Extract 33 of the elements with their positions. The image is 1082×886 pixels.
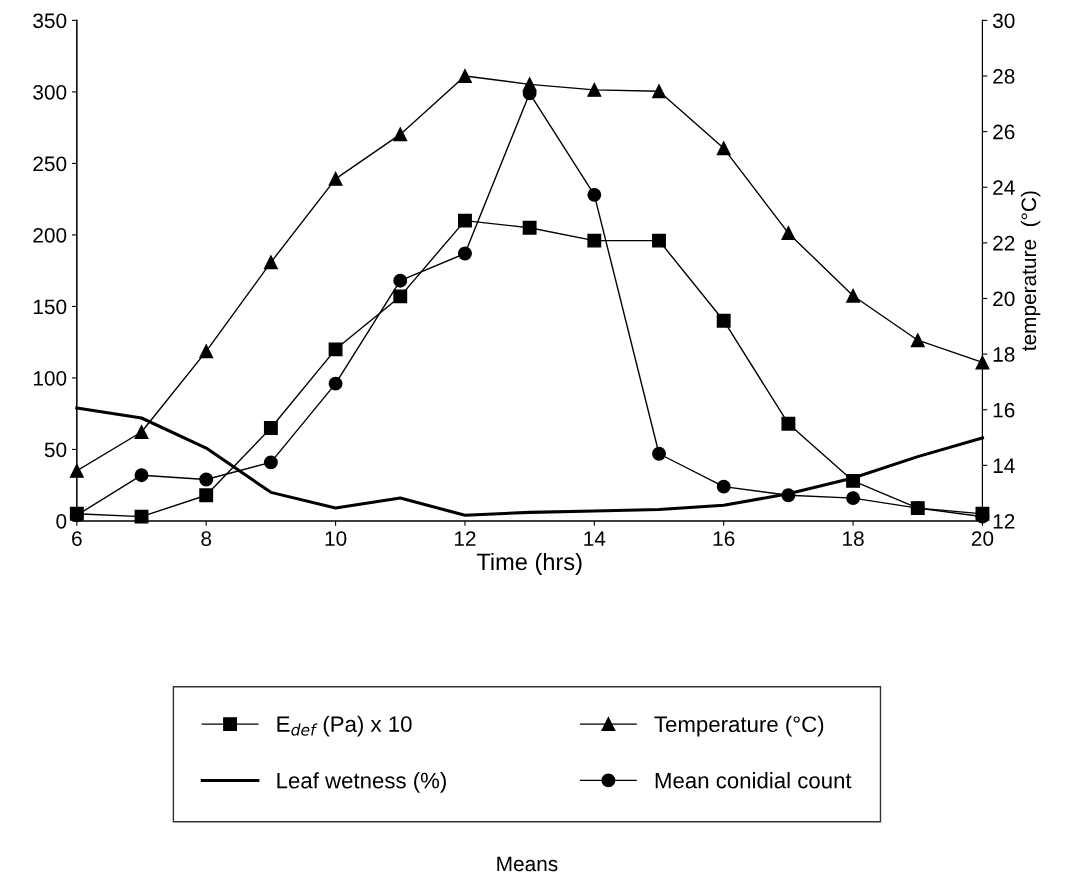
x-tick-label: 18 xyxy=(843,531,864,546)
y2-tick-label: 24 xyxy=(993,180,1015,195)
text: Means xyxy=(497,856,558,872)
y2-tick-label: 30 xyxy=(992,13,1015,29)
x-tick-label: 10 xyxy=(325,531,347,546)
x-tick-label: 20 xyxy=(971,531,994,546)
x-tick-label: 12 xyxy=(454,531,476,546)
y2-axis-title: temperature (°C) xyxy=(1020,191,1041,351)
y2-tick-label: 28 xyxy=(993,69,1015,84)
y-tick-label: 350 xyxy=(33,13,67,29)
legend-label: Mean conidial count xyxy=(655,772,852,789)
y-tick-label: 200 xyxy=(33,227,67,243)
y-tick-label: 250 xyxy=(33,156,67,172)
y2-tick-label: 22 xyxy=(993,235,1015,251)
legend-label: Temperature (°C) xyxy=(654,715,824,737)
x-tick-label: 6 xyxy=(72,531,82,546)
y-tick-label: 150 xyxy=(33,299,67,315)
y2-tick-label: 26 xyxy=(993,124,1015,140)
legend-label: E$_{def}$ (Pa) x 10 xyxy=(277,715,412,737)
y-tick-label: 50 xyxy=(44,442,67,458)
x-tick-label: 14 xyxy=(584,531,606,546)
y2-tick-label: 14 xyxy=(993,458,1015,473)
y-tick-label: 0 xyxy=(56,513,67,529)
x-tick-label: 16 xyxy=(713,531,735,546)
y-tick-label: 300 xyxy=(33,84,67,100)
x-axis-title: Time (hrs) xyxy=(476,552,582,575)
legend-label: Leaf wetness (%) xyxy=(277,772,446,793)
y-tick-label: 100 xyxy=(33,370,67,386)
y2-tick-label: 12 xyxy=(993,513,1015,529)
y2-tick-label: 18 xyxy=(993,347,1015,362)
x-tick-label: 8 xyxy=(201,531,212,546)
y2-tick-label: 16 xyxy=(993,402,1015,418)
y2-tick-label: 20 xyxy=(993,291,1015,307)
